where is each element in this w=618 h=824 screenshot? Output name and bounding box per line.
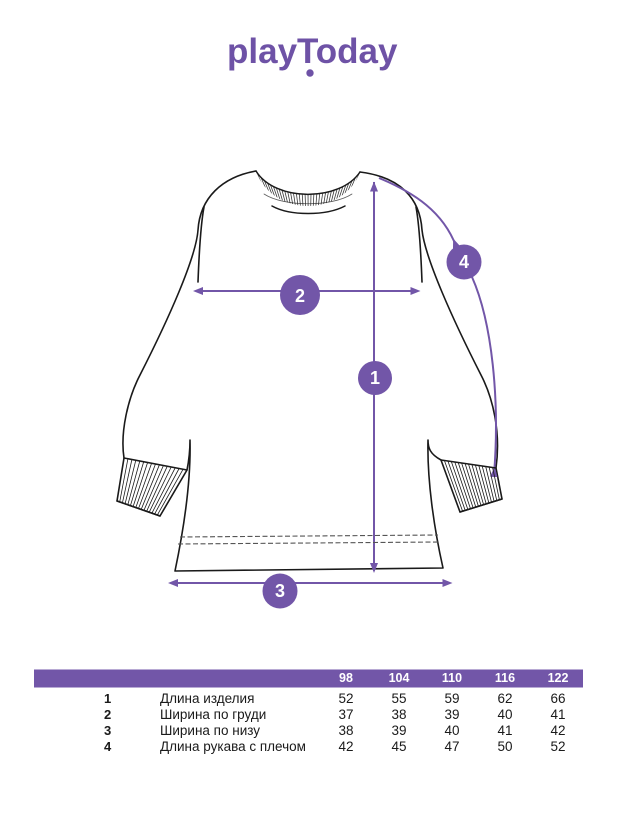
svg-text:122: 122: [548, 671, 569, 685]
svg-text:39: 39: [391, 723, 406, 738]
svg-text:Длина изделия: Длина изделия: [160, 691, 254, 706]
svg-text:Ширина по низу: Ширина по низу: [160, 723, 260, 738]
svg-text:41: 41: [497, 723, 512, 738]
svg-text:38: 38: [338, 723, 353, 738]
svg-text:110: 110: [442, 671, 462, 685]
svg-text:38: 38: [391, 707, 406, 722]
svg-text:66: 66: [550, 691, 565, 706]
svg-text:62: 62: [497, 691, 512, 706]
svg-text:Ширина по груди: Ширина по груди: [160, 707, 266, 722]
svg-text:42: 42: [550, 723, 565, 738]
svg-text:50: 50: [497, 739, 512, 754]
svg-text:116: 116: [495, 671, 515, 685]
svg-text:2: 2: [104, 707, 111, 722]
svg-text:1: 1: [104, 691, 111, 706]
svg-text:52: 52: [338, 691, 353, 706]
svg-text:37: 37: [338, 707, 353, 722]
svg-text:4: 4: [104, 739, 112, 754]
svg-text:42: 42: [338, 739, 353, 754]
svg-text:52: 52: [550, 739, 565, 754]
svg-text:45: 45: [391, 739, 406, 754]
svg-text:39: 39: [444, 707, 459, 722]
svg-text:Длина рукава с плечом: Длина рукава с плечом: [160, 739, 306, 754]
svg-text:40: 40: [497, 707, 512, 722]
svg-text:40: 40: [444, 723, 459, 738]
svg-text:104: 104: [389, 671, 410, 685]
svg-text:47: 47: [444, 739, 459, 754]
svg-text:3: 3: [104, 723, 111, 738]
svg-text:98: 98: [339, 671, 353, 685]
svg-text:41: 41: [550, 707, 565, 722]
svg-text:55: 55: [391, 691, 406, 706]
svg-text:59: 59: [444, 691, 459, 706]
